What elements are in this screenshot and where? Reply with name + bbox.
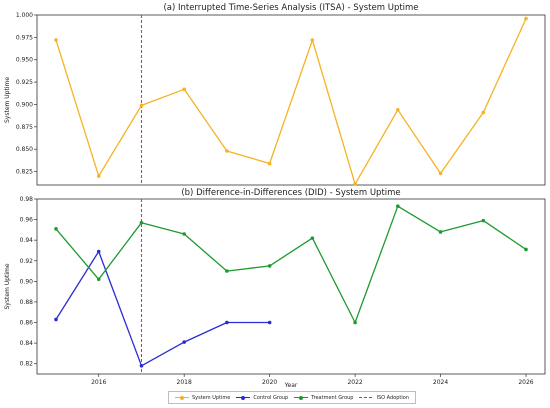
data-point-treatment-group	[524, 247, 528, 252]
data-point-system-uptime	[225, 149, 229, 153]
legend-item-control-group: Control Group	[236, 395, 288, 401]
chart-title: (b) Difference-in-Differences (DID) - Sy…	[181, 188, 400, 198]
data-point-treatment-group	[182, 232, 186, 236]
series-line-treatment-group	[55, 205, 527, 324]
data-point-treatment-group	[267, 264, 272, 268]
data-point-control-group	[225, 320, 229, 325]
legend-swatch-iso-adoption	[359, 395, 374, 401]
y-tick-label: 0.88	[20, 299, 34, 306]
y-tick-label: 0.96	[20, 217, 34, 224]
legend-swatch-treatment-group	[294, 395, 309, 401]
data-point-system-uptime	[310, 38, 315, 42]
data-point-control-group	[267, 320, 272, 325]
y-tick-label: 0.850	[16, 146, 33, 153]
y-tick-label: 0.875	[16, 124, 33, 131]
y-axis-label: System Uptime	[4, 263, 11, 309]
data-point-system-uptime	[96, 174, 101, 178]
legend-item-iso-adoption: ISO Adoption	[359, 395, 409, 401]
data-point-treatment-group	[96, 277, 101, 282]
x-tick-label: 2018	[177, 379, 192, 386]
legend-swatch-system-uptime	[174, 395, 189, 401]
data-point-treatment-group	[225, 269, 229, 273]
data-point-treatment-group	[481, 218, 486, 223]
legend-label-iso-adoption: ISO Adoption	[376, 394, 409, 401]
y-tick-label: 0.84	[20, 340, 34, 347]
y-tick-label: 0.82	[20, 361, 34, 368]
series-line-system-uptime	[55, 18, 527, 185]
data-point-treatment-group	[54, 227, 58, 231]
y-tick-label: 0.98	[20, 196, 34, 203]
legend-swatch-control-group	[236, 395, 251, 401]
data-point-system-uptime	[396, 108, 400, 112]
legend-item-system-uptime: System Uptime	[174, 394, 231, 401]
x-axis-label: Year	[284, 382, 298, 389]
panel-b-did: (b) Difference-in-Differences (DID) - Sy…	[4, 188, 546, 389]
data-point-system-uptime	[353, 182, 357, 186]
data-point-system-uptime	[438, 171, 443, 176]
legend-item-treatment-group: Treatment Group	[294, 395, 353, 401]
x-tick-label: 2026	[518, 379, 533, 386]
legend: System Uptime Control Group Treatment Gr…	[168, 391, 416, 404]
y-tick-label: 1.000	[16, 12, 33, 19]
y-tick-label: 0.90	[20, 278, 34, 285]
x-tick-label: 2022	[347, 379, 362, 386]
data-point-control-group	[182, 340, 186, 344]
data-point-system-uptime	[54, 38, 58, 42]
y-tick-label: 0.925	[16, 79, 33, 86]
data-point-system-uptime	[139, 103, 144, 108]
data-point-treatment-group	[139, 220, 144, 225]
data-point-control-group	[54, 317, 58, 322]
data-point-system-uptime	[267, 161, 272, 166]
y-tick-label: 0.950	[16, 57, 33, 64]
data-point-control-group	[139, 363, 144, 368]
data-point-system-uptime	[524, 16, 528, 21]
plot-frame	[36, 198, 546, 375]
data-point-treatment-group	[396, 204, 400, 209]
x-tick-label: 2016	[91, 379, 106, 386]
series-line-control-group	[55, 250, 270, 367]
data-point-treatment-group	[353, 320, 357, 325]
chart-title: (a) Interrupted Time-Series Analysis (IT…	[163, 3, 418, 13]
y-tick-label: 0.825	[16, 169, 33, 176]
data-point-system-uptime	[481, 110, 486, 115]
y-tick-label: 0.900	[16, 101, 33, 108]
data-point-treatment-group	[438, 230, 443, 234]
plot-frame	[36, 14, 546, 186]
panel-a-itsa: (a) Interrupted Time-Series Analysis (IT…	[4, 3, 546, 186]
data-point-system-uptime	[182, 87, 186, 92]
x-tick-label: 2020	[262, 379, 277, 386]
legend-label-system-uptime: System Uptime	[191, 394, 231, 401]
y-tick-label: 0.86	[20, 320, 34, 327]
data-point-control-group	[96, 249, 101, 254]
y-tick-label: 0.92	[20, 258, 34, 265]
y-tick-label: 0.94	[20, 237, 34, 244]
y-axis-label: System Uptime	[4, 77, 11, 123]
data-point-treatment-group	[310, 236, 315, 240]
legend-label-control-group: Control Group	[253, 394, 289, 401]
y-tick-label: 0.975	[16, 34, 33, 41]
x-tick-label: 2024	[433, 379, 448, 386]
legend-label-treatment-group: Treatment Group	[311, 394, 354, 401]
